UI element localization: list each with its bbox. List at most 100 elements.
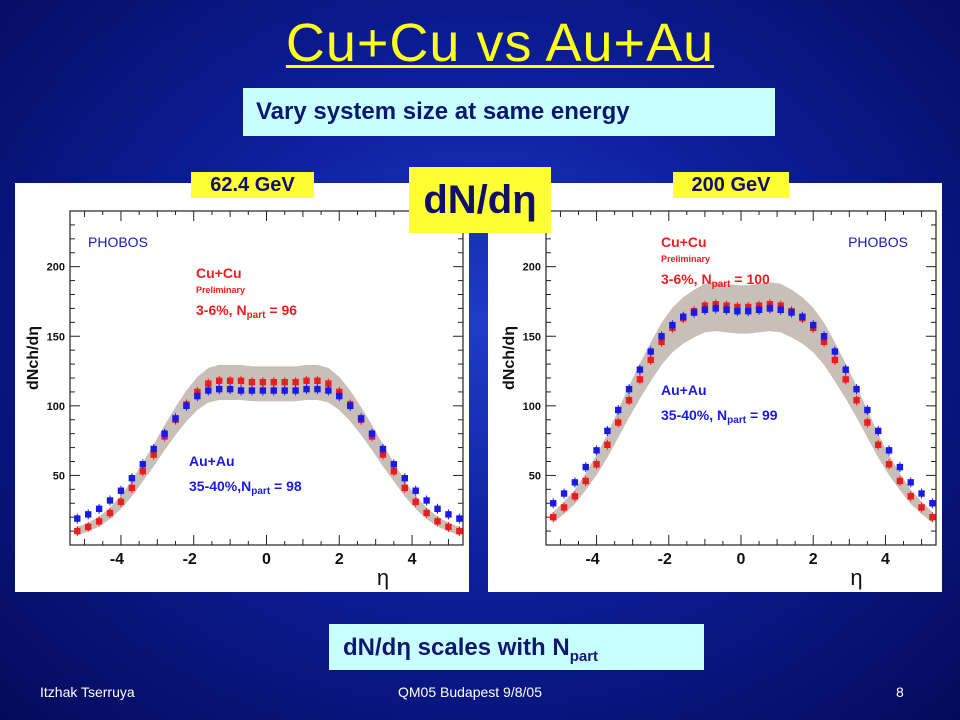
cucu-data-point [390,468,398,475]
auau-data-point [434,505,441,513]
cucu-data-point [106,509,114,517]
y-tick-label: 200 [47,262,65,274]
auau-data-point [615,406,622,414]
auau-data-point [701,306,709,314]
auau-data-point [150,445,157,453]
cucu-data-point [434,518,441,525]
auau-data-point [777,306,784,314]
auau-data-point [853,385,860,393]
cucu-npart-sub: part [712,279,732,290]
x-tick-label: -4 [585,551,599,568]
y-axis-label: dNch/dη [25,326,42,390]
auau-data-point [139,461,146,468]
auau-label: Au+Au [661,382,707,398]
cucu-data-point [226,377,234,384]
auau-data-point [550,500,557,507]
auau-data-point [292,387,299,394]
auau-data-point [303,385,310,393]
auau-data-point [106,497,114,504]
auau-data-point [325,387,332,394]
auau-data-point [117,487,125,494]
cucu-data-point [248,378,256,386]
auau-data-point [161,430,168,437]
auau-data-point [842,366,849,373]
scaling-note-text: dN/dη scales with N [343,634,570,661]
auau-data-point [788,309,795,316]
auau-data-point [745,308,752,315]
auau-data-point [582,463,589,471]
auau-npart-value: = 98 [270,478,302,494]
cucu-data-point [292,378,299,386]
cucu-data-point [636,376,644,383]
y-tick-label: 100 [47,401,65,413]
cucu-data-point [84,523,92,531]
auau-data-point [172,415,179,422]
cucu-data-point [831,356,839,364]
cucu-data-point [128,484,136,492]
auau-data-point [896,463,904,471]
auau-data-point [226,385,234,393]
auau-data-point [755,306,763,314]
x-axis-label: η [377,565,389,590]
cucu-data-point [423,509,430,517]
y-tick-label: 50 [529,470,541,482]
cucu-data-point [625,397,633,404]
auau-data-point [647,348,654,355]
systematic-error-band [77,364,460,536]
auau-data-point [401,475,408,482]
cucu-data-point [445,523,452,531]
dndeta-chart-62gev: -4 -2 0 2 4 50 100 150 200 η dNch/dη PHOBOS Cu+Cu Pre… [25,210,464,590]
cucu-label: Cu+Cu [661,234,707,250]
y-tick-label: 100 [523,401,541,413]
cucu-data-point [95,518,103,525]
auau-data-point [390,461,398,468]
auau-data-point [423,497,430,504]
cucu-data-point [270,378,277,386]
auau-label: Au+Au [189,453,235,469]
auau-data-point [412,487,419,494]
auau-data-point [604,427,611,435]
x-tick-label: 2 [335,551,344,568]
cucu-data-point [117,498,125,506]
cucu-label: Cu+Cu [196,265,242,281]
auau-data-point [336,392,343,400]
auau-data-point [281,387,288,394]
cucu-data-point [593,461,600,468]
cucu-data-point [907,493,914,500]
auau-data-point [820,333,828,340]
auau-data-point [799,313,806,320]
cucu-data-point [237,377,245,384]
auau-data-point [259,387,267,394]
cucu-data-point [896,477,904,485]
x-tick-label: 4 [408,551,417,568]
cucu-data-point [604,441,611,448]
cucu-data-point [259,378,267,386]
auau-data-point [593,447,600,454]
auau-data-point [205,387,212,394]
cucu-data-point [379,451,387,458]
cucu-data-point [582,477,589,485]
auau-data-point [84,511,92,518]
x-tick-label: 2 [809,551,818,568]
cucu-npart-value: = 100 [730,271,770,287]
cucu-centrality-label: 3-6%, Npart = 96 [196,302,297,321]
cucu-data-point [647,356,654,364]
y-tick-label: 50 [53,470,65,482]
cucu-data-point [842,376,849,383]
scaling-note: dN/dη scales with Npart [329,624,704,670]
auau-data-point [456,515,463,522]
auau-data-point [831,348,839,355]
auau-npart-value: = 99 [746,407,778,423]
auau-data-point [766,305,774,312]
cucu-data-point [325,380,332,387]
slide-title: Cu+Cu vs Au+Au [285,13,715,73]
auau-data-point [625,385,633,393]
energy-tag-200gev: 200 GeV [673,172,789,198]
auau-data-point [723,306,730,314]
auau-data-point [734,308,741,315]
cucu-preliminary-label: Preliminary [661,254,710,264]
cucu-npart-sub: part [247,310,267,321]
auau-data-point [248,387,256,394]
cucu-centrality-text: 3-6%, N [196,302,247,318]
cucu-data-point [550,513,557,521]
